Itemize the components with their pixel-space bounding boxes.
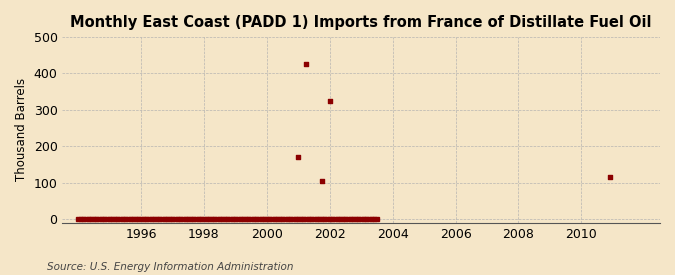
Title: Monthly East Coast (PADD 1) Imports from France of Distillate Fuel Oil: Monthly East Coast (PADD 1) Imports from… xyxy=(70,15,652,30)
Point xyxy=(293,155,304,160)
Point xyxy=(301,62,312,66)
Y-axis label: Thousand Barrels: Thousand Barrels xyxy=(15,78,28,182)
Text: Source: U.S. Energy Information Administration: Source: U.S. Energy Information Administ… xyxy=(47,262,294,272)
Point xyxy=(325,98,335,103)
Point xyxy=(604,175,615,180)
Point xyxy=(317,179,327,183)
